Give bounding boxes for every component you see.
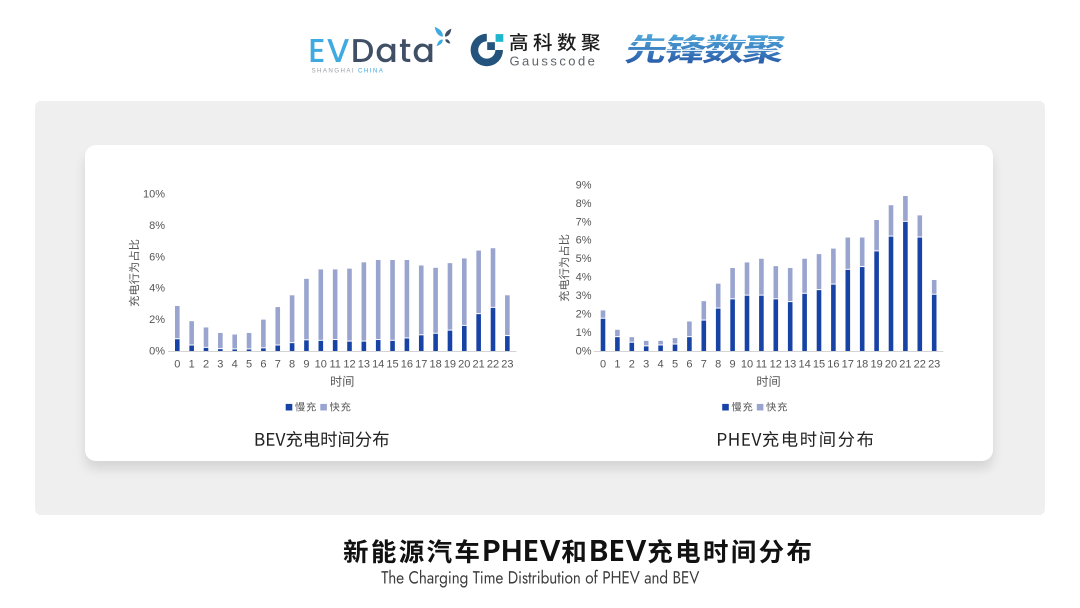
svg-text:4: 4: [658, 358, 664, 370]
svg-text:13: 13: [784, 358, 796, 370]
svg-text:21: 21: [899, 358, 911, 370]
svg-text:3: 3: [217, 358, 223, 370]
svg-text:CHINA: CHINA: [358, 68, 384, 75]
svg-text:0: 0: [600, 358, 606, 370]
svg-text:22: 22: [914, 358, 926, 370]
svg-text:0%: 0%: [576, 345, 592, 357]
svg-text:5%: 5%: [576, 253, 592, 265]
svg-text:1: 1: [189, 358, 195, 370]
svg-text:0: 0: [174, 358, 180, 370]
svg-text:2%: 2%: [149, 314, 165, 326]
svg-text:4%: 4%: [576, 272, 592, 284]
svg-text:15: 15: [386, 358, 398, 370]
svg-text:17: 17: [842, 358, 854, 370]
svg-text:Gausscode: Gausscode: [510, 53, 598, 68]
svg-text:19: 19: [444, 358, 456, 370]
svg-text:6: 6: [260, 358, 266, 370]
svg-text:20: 20: [885, 358, 897, 370]
svg-text:10%: 10%: [143, 189, 165, 201]
svg-text:4: 4: [232, 358, 238, 370]
svg-text:8: 8: [289, 358, 295, 370]
svg-text:9: 9: [303, 358, 309, 370]
svg-text:16: 16: [401, 358, 413, 370]
svg-text:23: 23: [501, 358, 513, 370]
svg-text:17: 17: [415, 358, 427, 370]
svg-text:6%: 6%: [576, 235, 592, 247]
svg-text:21: 21: [473, 358, 485, 370]
svg-text:SHANGHAI: SHANGHAI: [312, 68, 356, 75]
svg-text:9%: 9%: [576, 179, 592, 191]
svg-text:3%: 3%: [576, 290, 592, 302]
svg-text:6%: 6%: [149, 251, 165, 263]
svg-text:7: 7: [275, 358, 281, 370]
svg-text:20: 20: [458, 358, 470, 370]
svg-text:0%: 0%: [149, 345, 165, 357]
svg-text:18: 18: [856, 358, 868, 370]
svg-text:11: 11: [756, 358, 767, 370]
svg-text:7: 7: [701, 358, 707, 370]
svg-text:3: 3: [643, 358, 649, 370]
svg-text:18: 18: [429, 358, 441, 370]
svg-text:10: 10: [315, 358, 327, 370]
svg-text:23: 23: [928, 358, 940, 370]
svg-text:8: 8: [715, 358, 721, 370]
svg-text:4%: 4%: [149, 283, 165, 295]
svg-text:11: 11: [329, 358, 340, 370]
svg-text:8%: 8%: [149, 220, 165, 232]
svg-text:14: 14: [798, 358, 810, 370]
svg-text:8%: 8%: [576, 198, 592, 210]
svg-text:9: 9: [730, 358, 736, 370]
svg-text:2%: 2%: [576, 309, 592, 321]
svg-text:6: 6: [686, 358, 692, 370]
svg-text:16: 16: [827, 358, 839, 370]
svg-text:2: 2: [203, 358, 209, 370]
svg-text:1%: 1%: [576, 327, 592, 339]
svg-text:13: 13: [358, 358, 370, 370]
svg-text:12: 12: [770, 358, 782, 370]
svg-text:14: 14: [372, 358, 384, 370]
svg-text:12: 12: [343, 358, 355, 370]
svg-text:2: 2: [629, 358, 635, 370]
svg-text:22: 22: [487, 358, 499, 370]
svg-text:5: 5: [672, 358, 678, 370]
svg-text:7%: 7%: [576, 216, 592, 228]
svg-text:15: 15: [813, 358, 825, 370]
svg-text:1: 1: [614, 358, 620, 370]
svg-text:10: 10: [741, 358, 753, 370]
svg-text:5: 5: [246, 358, 252, 370]
svg-text:19: 19: [870, 358, 882, 370]
